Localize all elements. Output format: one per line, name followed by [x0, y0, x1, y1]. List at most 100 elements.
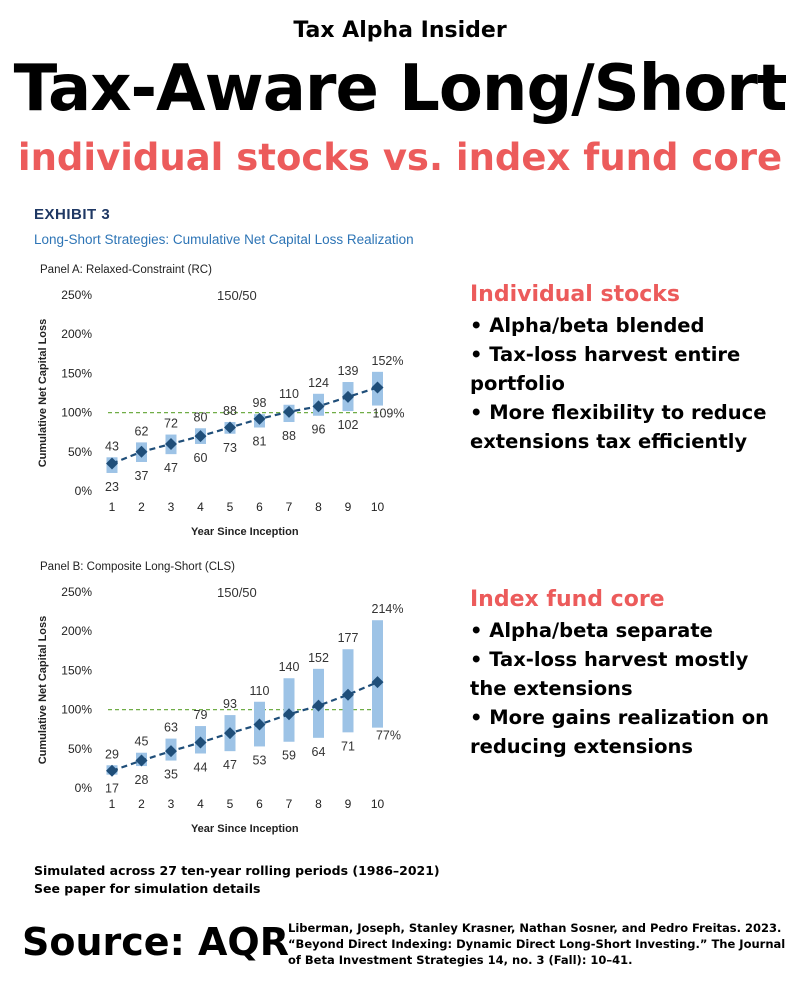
- x-axis-label: Year Since Inception: [191, 823, 299, 835]
- bullets-index-fund-core: Index fund core • Alpha/beta separate • …: [470, 587, 790, 761]
- y-tick-label: 100%: [61, 703, 92, 717]
- median-point: [135, 445, 148, 458]
- median-point: [165, 745, 177, 758]
- median-point: [253, 412, 266, 425]
- high-data-label: 152: [308, 651, 329, 665]
- source-label: Source: AQR: [22, 920, 289, 964]
- low-data-label: 23: [105, 480, 119, 494]
- bullet-item: • Tax-loss harvest mostly the extensions: [470, 648, 749, 700]
- low-data-label: 73: [223, 441, 237, 455]
- y-tick-label: 250%: [61, 585, 92, 599]
- bullets-heading: Individual stocks: [470, 282, 680, 307]
- footnote-line: See paper for simulation details: [34, 881, 261, 896]
- footnote-line: Simulated across 27 ten-year rolling per…: [34, 863, 440, 878]
- median-point: [106, 764, 118, 777]
- x-tick-label: 8: [315, 500, 322, 514]
- median-point: [283, 405, 295, 418]
- low-data-label: 44: [194, 761, 208, 775]
- median-point: [283, 708, 295, 721]
- median-point: [342, 390, 354, 403]
- high-data-label: 43: [105, 439, 119, 453]
- main-title: Tax-Aware Long/Short: [13, 52, 788, 126]
- x-tick-label: 1: [109, 500, 116, 514]
- y-tick-label: 150%: [61, 663, 92, 677]
- x-tick-label: 6: [256, 500, 263, 514]
- bullet-item: • More flexibility to reduce extensions …: [470, 401, 767, 453]
- bullets-individual-stocks: Individual stocks • Alpha/beta blended •…: [470, 282, 790, 456]
- y-tick-label: 50%: [68, 445, 92, 459]
- high-data-label: 177: [338, 631, 359, 645]
- low-data-label: 53: [253, 753, 267, 767]
- median-point: [371, 676, 384, 689]
- low-data-label: 81: [253, 434, 267, 448]
- x-tick-label: 4: [197, 797, 204, 811]
- high-data-label: 124: [308, 376, 329, 390]
- median-series-line: [111, 386, 378, 465]
- x-tick-label: 9: [345, 797, 352, 811]
- x-tick-label: 9: [345, 500, 352, 514]
- exhibit-label: EXHIBIT 3: [34, 206, 111, 223]
- high-data-label: 29: [105, 747, 119, 761]
- y-tick-label: 100%: [61, 406, 92, 420]
- median-point: [106, 457, 118, 470]
- x-tick-label: 5: [227, 500, 234, 514]
- exhibit-title: Long-Short Strategies: Cumulative Net Ca…: [34, 232, 414, 247]
- median-point: [194, 430, 207, 443]
- low-data-label: 47: [223, 758, 237, 772]
- low-data-label: 59: [282, 749, 296, 763]
- median-point: [342, 688, 354, 701]
- median-point: [253, 718, 266, 731]
- high-data-label: 80: [194, 410, 208, 424]
- median-series-line: [111, 681, 378, 772]
- high-data-label: 62: [135, 424, 149, 438]
- x-tick-label: 10: [371, 500, 385, 514]
- x-axis-label: Year Since Inception: [191, 526, 299, 538]
- x-tick-label: 5: [227, 797, 234, 811]
- median-point: [312, 400, 325, 413]
- y-tick-label: 200%: [61, 624, 92, 638]
- chart-annotation: 150/50: [217, 585, 257, 600]
- y-tick-label: 0%: [75, 484, 93, 498]
- x-tick-label: 2: [138, 797, 145, 811]
- sub-title: individual stocks vs. index fund core: [17, 136, 783, 179]
- y-tick-label: 250%: [61, 288, 92, 302]
- median-point: [224, 727, 236, 740]
- high-data-label: 110: [250, 684, 270, 698]
- low-data-label: 88: [282, 429, 296, 443]
- low-data-label: 109%: [373, 407, 405, 421]
- high-data-label: 152%: [372, 354, 404, 368]
- chart-annotation: 150/50: [217, 288, 257, 303]
- low-data-label: 102: [338, 418, 359, 432]
- median-point: [224, 421, 236, 434]
- footnote: Simulated across 27 ten-year rolling per…: [34, 862, 440, 898]
- high-data-label: 63: [164, 721, 178, 735]
- panel-title: Panel B: Composite Long-Short (CLS): [40, 561, 235, 573]
- y-tick-label: 200%: [61, 327, 92, 341]
- high-data-label: 79: [194, 708, 208, 722]
- y-tick-label: 150%: [61, 366, 92, 380]
- high-data-label: 139: [338, 364, 359, 378]
- high-data-label: 88: [223, 404, 237, 418]
- bullet-item: • More gains realization on reducing ext…: [470, 706, 769, 758]
- x-tick-label: 3: [168, 500, 175, 514]
- bullets-heading: Index fund core: [470, 587, 665, 612]
- low-data-label: 77%: [376, 729, 401, 743]
- chart-panel-a: Panel A: Relaxed-Constraint (RC) 150/50 0%…: [37, 264, 405, 538]
- x-tick-label: 10: [371, 797, 385, 811]
- low-data-label: 47: [164, 461, 178, 475]
- low-data-label: 37: [135, 469, 149, 483]
- high-data-label: 214%: [372, 602, 404, 616]
- kicker-title: Tax Alpha Insider: [293, 18, 507, 43]
- x-tick-label: 8: [315, 797, 322, 811]
- x-tick-label: 7: [286, 500, 293, 514]
- x-tick-label: 7: [286, 797, 293, 811]
- low-data-label: 96: [312, 423, 326, 437]
- median-point: [312, 699, 325, 712]
- citation: Liberman, Joseph, Stanley Krasner, Natha…: [288, 921, 786, 967]
- low-data-label: 17: [105, 782, 119, 796]
- high-data-label: 140: [279, 660, 300, 674]
- bullet-item: • Tax-loss harvest entire portfolio: [470, 343, 741, 395]
- chart-panel-b: Panel B: Composite Long-Short (CLS) 150/5…: [37, 561, 404, 835]
- low-data-label: 64: [312, 745, 326, 759]
- high-data-label: 45: [135, 735, 149, 749]
